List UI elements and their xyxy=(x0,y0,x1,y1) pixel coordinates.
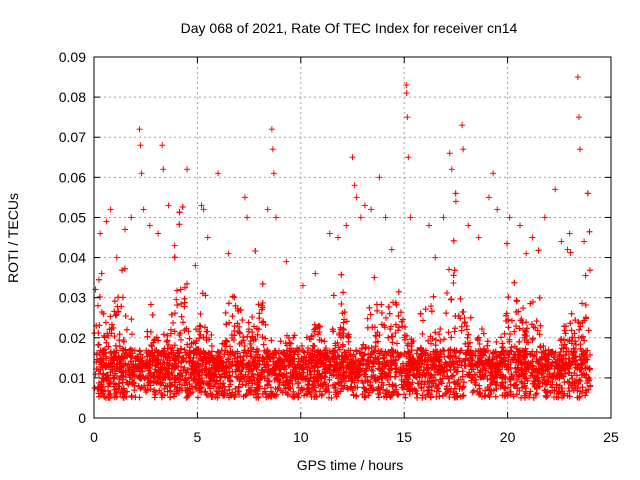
roti-point xyxy=(95,341,102,348)
roti-point xyxy=(585,327,592,334)
roti-point xyxy=(364,315,371,322)
roti-point xyxy=(476,340,483,347)
roti-point xyxy=(432,342,439,349)
roti-point xyxy=(375,394,382,401)
roti-point xyxy=(173,287,180,294)
roti-point xyxy=(338,271,345,278)
roti-point xyxy=(382,314,389,321)
roti-point xyxy=(586,267,593,274)
roti-point xyxy=(222,309,229,316)
roti-point xyxy=(394,340,401,347)
roti-point xyxy=(561,327,568,334)
roti-point xyxy=(95,276,102,283)
roti-point xyxy=(450,272,457,279)
roti-point xyxy=(181,299,188,306)
roti-point xyxy=(364,324,371,331)
roti-point xyxy=(561,336,568,343)
roti-point xyxy=(114,303,121,310)
roti-point xyxy=(371,274,378,281)
roti-point xyxy=(419,330,426,337)
roti-point xyxy=(451,267,458,274)
roti-point xyxy=(111,298,118,305)
roti-point xyxy=(402,323,409,330)
roti-point xyxy=(178,300,185,307)
roti-point xyxy=(116,331,123,338)
roti-point xyxy=(460,392,467,399)
roti-point xyxy=(467,314,474,321)
roti-point xyxy=(180,319,187,326)
roti-point xyxy=(428,340,435,347)
roti-point xyxy=(430,293,437,300)
roti-point xyxy=(437,326,444,333)
roti-point xyxy=(452,325,459,332)
roti-point xyxy=(389,339,396,346)
roti-point xyxy=(239,317,246,324)
roti-point xyxy=(579,333,586,340)
roti-point xyxy=(505,294,512,301)
roti-point xyxy=(121,265,128,272)
roti-point xyxy=(586,228,593,235)
roti-point xyxy=(203,328,210,335)
roti-point xyxy=(576,326,583,333)
roti-point xyxy=(151,394,158,401)
roti-point xyxy=(340,289,347,296)
roti-point xyxy=(107,313,114,320)
roti-point xyxy=(520,305,527,312)
roti-point xyxy=(561,341,568,348)
roti-point xyxy=(122,312,129,319)
roti-point xyxy=(260,341,267,348)
roti-point xyxy=(144,333,151,340)
roti-point xyxy=(537,344,544,351)
roti-point xyxy=(419,317,426,324)
roti-point xyxy=(222,337,229,344)
roti-point xyxy=(465,331,472,338)
roti-point xyxy=(247,340,254,347)
roti-point xyxy=(151,386,158,393)
roti-point xyxy=(136,394,143,401)
roti-point xyxy=(450,237,457,244)
roti-point xyxy=(448,334,455,341)
roti-point xyxy=(96,293,103,300)
roti-point xyxy=(176,221,183,228)
roti-point xyxy=(119,294,126,301)
roti-point xyxy=(470,387,477,394)
roti-point xyxy=(501,330,508,337)
roti-point xyxy=(462,340,469,347)
roti-point xyxy=(427,303,434,310)
roti-point xyxy=(255,301,262,308)
roti-point xyxy=(395,327,402,334)
roti-point xyxy=(119,267,126,274)
roti-point xyxy=(536,294,543,301)
roti-point xyxy=(511,279,518,286)
roti-point xyxy=(286,339,293,346)
roti-point xyxy=(562,330,569,337)
chart-title: Day 068 of 2021, Rate Of TEC Index for r… xyxy=(181,20,518,36)
roti-point xyxy=(457,295,464,302)
roti-point xyxy=(535,247,542,254)
roti-point xyxy=(366,304,373,311)
roti-point xyxy=(173,296,180,303)
roti-point xyxy=(529,335,536,342)
roti-point xyxy=(148,343,155,350)
roti-point xyxy=(92,286,99,293)
roti-point xyxy=(179,203,186,210)
data-points xyxy=(91,74,594,401)
